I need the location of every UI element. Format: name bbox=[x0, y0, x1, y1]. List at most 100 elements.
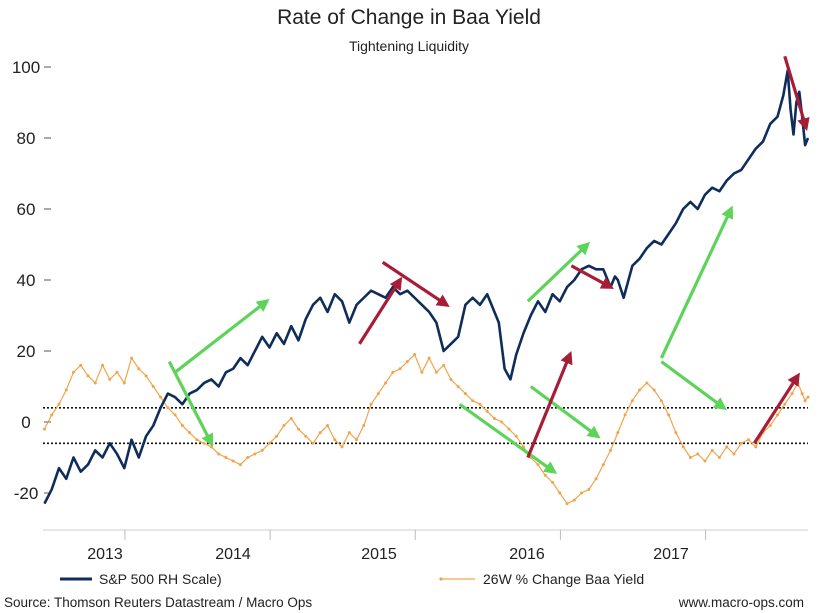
green-arrow bbox=[660, 360, 727, 411]
red-arrow bbox=[783, 55, 810, 132]
baa-point bbox=[86, 374, 90, 378]
baa-point bbox=[471, 399, 475, 403]
baa-point bbox=[623, 413, 627, 417]
baa-point bbox=[551, 480, 555, 484]
baa-point bbox=[311, 441, 315, 445]
baa-point bbox=[485, 409, 489, 413]
baa-point bbox=[405, 360, 409, 364]
baa-point bbox=[79, 363, 83, 367]
baa-point bbox=[304, 434, 308, 438]
annotation-arrows bbox=[167, 55, 810, 474]
baa-point bbox=[565, 502, 569, 506]
y-tick-label: 40 bbox=[17, 271, 36, 290]
green-arrow bbox=[529, 385, 601, 439]
baa-point bbox=[456, 385, 460, 388]
green-arrow bbox=[458, 402, 558, 474]
baa-point bbox=[681, 445, 685, 449]
baa-point bbox=[362, 424, 366, 428]
baa-point bbox=[318, 431, 322, 435]
baa-point bbox=[195, 438, 199, 442]
baa-point bbox=[667, 413, 671, 417]
baa-point bbox=[783, 402, 787, 406]
baa-point bbox=[449, 377, 453, 381]
y-tick-label: 100 bbox=[12, 58, 40, 77]
x-axis-ticks: 2013 2014 2015 2016 2017 bbox=[87, 530, 707, 563]
baa-point bbox=[420, 370, 424, 374]
baa-point bbox=[137, 367, 141, 371]
baa-point bbox=[725, 445, 729, 449]
baa-point bbox=[159, 395, 163, 399]
baa-point bbox=[202, 441, 206, 445]
baa-point bbox=[463, 392, 467, 396]
x-tick-label: 2016 bbox=[509, 546, 545, 563]
chart-subtitle: Tightening Liquidity bbox=[349, 38, 469, 54]
baa-point bbox=[340, 445, 344, 449]
baa-point bbox=[710, 448, 714, 452]
x-tick-label: 2014 bbox=[215, 546, 251, 563]
baa-point bbox=[326, 424, 330, 428]
baa-point bbox=[246, 456, 250, 459]
series-line-sp500 bbox=[43, 69, 810, 505]
baa-point bbox=[115, 370, 119, 374]
baa-point bbox=[57, 402, 61, 406]
reference-lines bbox=[43, 406, 808, 445]
series-line-baa bbox=[43, 353, 809, 505]
baa-point bbox=[224, 456, 228, 459]
baa-point bbox=[806, 395, 810, 399]
baa-point bbox=[703, 459, 707, 463]
baa-point bbox=[800, 392, 804, 396]
baa-point bbox=[391, 370, 395, 374]
baa-point bbox=[355, 438, 359, 442]
baa-point bbox=[413, 353, 417, 357]
baa-point bbox=[289, 416, 293, 420]
baa-point bbox=[267, 441, 271, 445]
baa-point bbox=[796, 381, 800, 385]
baa-point bbox=[717, 456, 721, 459]
baa-point bbox=[122, 381, 126, 385]
baa-point bbox=[507, 427, 511, 431]
y-tick-label: 0 bbox=[21, 413, 30, 432]
y-tick-label: 80 bbox=[17, 129, 36, 148]
legend: S&P 500 RH Scale) 26W % Change Baa Yield bbox=[60, 571, 644, 587]
baa-point bbox=[492, 416, 496, 420]
baa-point bbox=[384, 381, 388, 385]
green-arrow bbox=[659, 205, 734, 359]
website-text: www.macro-ops.com bbox=[678, 595, 804, 610]
green-arrow bbox=[526, 241, 591, 303]
x-tick-label: 2013 bbox=[87, 546, 123, 563]
baa-point bbox=[71, 370, 75, 374]
baa-point bbox=[696, 452, 700, 456]
baa-point bbox=[768, 424, 772, 428]
baa-point bbox=[790, 392, 794, 396]
baa-point bbox=[151, 385, 155, 388]
series-group bbox=[42, 69, 810, 506]
red-arrow bbox=[526, 350, 573, 459]
baa-point bbox=[231, 459, 235, 463]
legend-baa-label: 26W % Change Baa Yield bbox=[483, 571, 644, 587]
baa-point bbox=[333, 438, 337, 442]
legend-sp500-label: S&P 500 RH Scale) bbox=[99, 571, 222, 587]
baa-point bbox=[674, 431, 678, 435]
baa-point bbox=[536, 463, 540, 467]
baa-point bbox=[188, 431, 192, 435]
baa-point bbox=[652, 388, 656, 392]
baa-point bbox=[296, 427, 300, 431]
baa-point bbox=[688, 456, 692, 459]
chart-title: Rate of Change in Baa Yield bbox=[277, 6, 541, 29]
baa-point bbox=[609, 448, 613, 452]
baa-point bbox=[275, 434, 279, 438]
baa-point bbox=[369, 402, 373, 406]
baa-point bbox=[434, 370, 438, 374]
baa-point bbox=[587, 487, 591, 491]
red-arrow bbox=[752, 372, 800, 445]
baa-point bbox=[253, 452, 257, 456]
baa-point bbox=[209, 445, 213, 449]
baa-point bbox=[108, 377, 112, 381]
baa-point bbox=[64, 388, 68, 392]
y-axis-ticks: -20 0 20 40 60 80 100 bbox=[12, 58, 51, 503]
baa-point bbox=[282, 424, 286, 428]
baa-point bbox=[260, 448, 264, 452]
legend-baa-marker bbox=[439, 577, 443, 581]
baa-point bbox=[144, 374, 148, 378]
